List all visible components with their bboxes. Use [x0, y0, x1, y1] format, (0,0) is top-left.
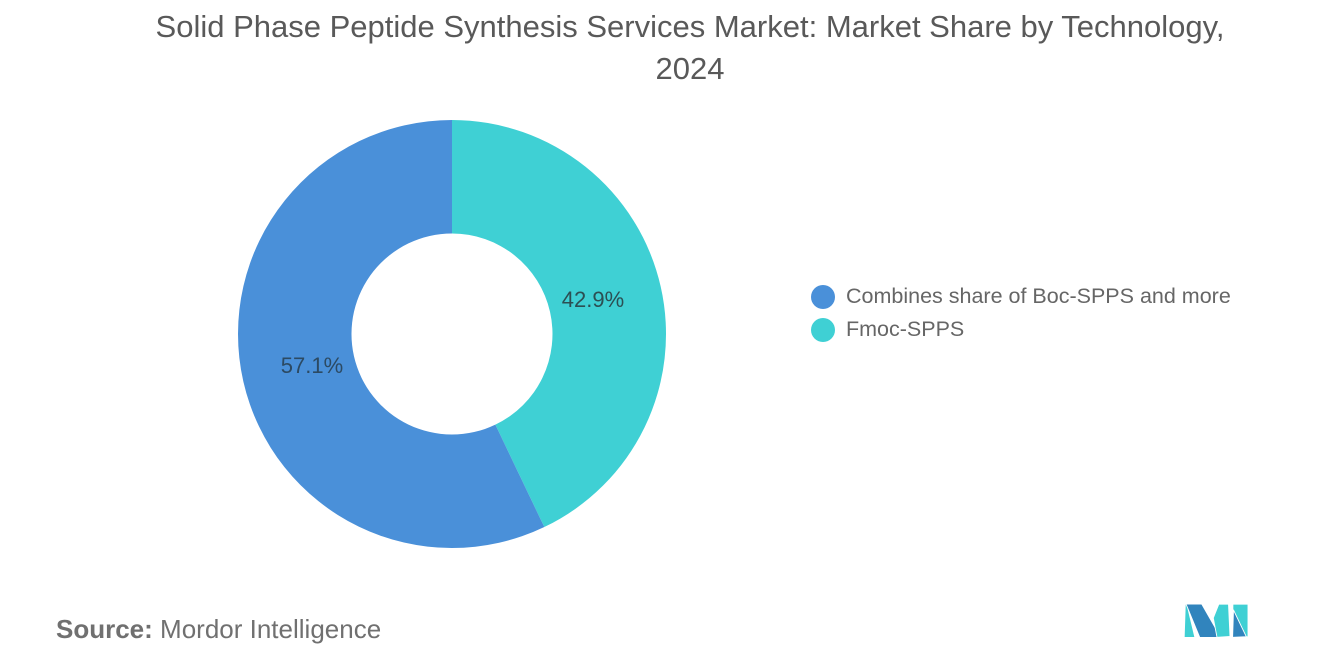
svg-text:57.1%: 57.1% — [281, 353, 343, 378]
svg-text:42.9%: 42.9% — [562, 287, 624, 312]
